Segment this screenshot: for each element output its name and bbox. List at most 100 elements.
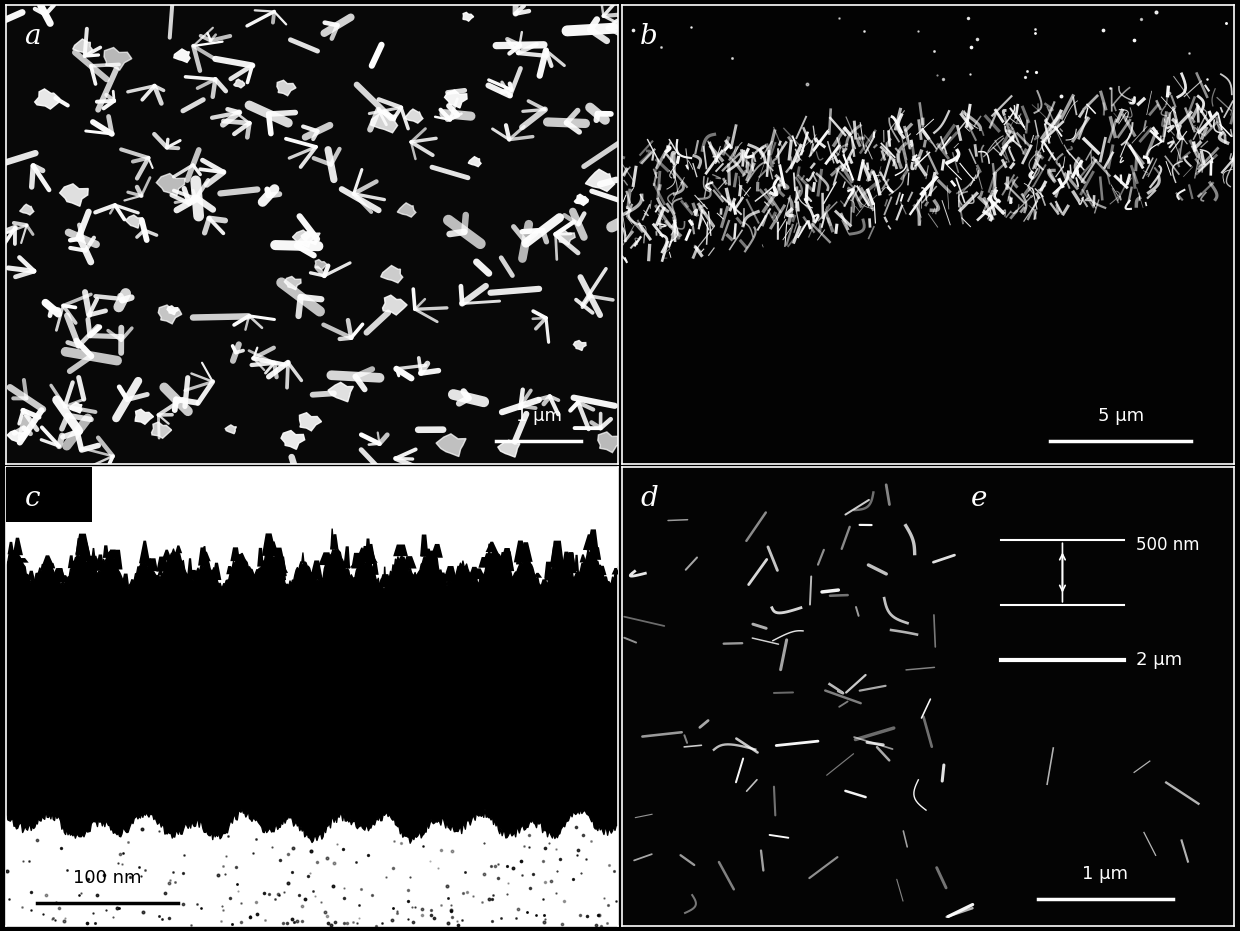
- Polygon shape: [439, 574, 449, 579]
- Text: 5 μm: 5 μm: [1097, 407, 1143, 425]
- Polygon shape: [16, 558, 29, 562]
- Polygon shape: [365, 538, 372, 561]
- Polygon shape: [279, 558, 286, 580]
- Polygon shape: [486, 542, 498, 552]
- Polygon shape: [533, 573, 542, 578]
- Polygon shape: [212, 567, 216, 573]
- Polygon shape: [299, 412, 321, 431]
- Polygon shape: [151, 422, 171, 439]
- Polygon shape: [568, 562, 577, 572]
- Polygon shape: [590, 547, 601, 560]
- Polygon shape: [554, 551, 560, 562]
- Polygon shape: [69, 402, 82, 412]
- Polygon shape: [198, 547, 206, 565]
- Polygon shape: [123, 577, 129, 587]
- Polygon shape: [51, 568, 66, 580]
- Text: c: c: [25, 485, 40, 512]
- Polygon shape: [443, 566, 458, 582]
- Polygon shape: [351, 553, 365, 569]
- Polygon shape: [157, 569, 164, 575]
- Polygon shape: [122, 573, 129, 587]
- Polygon shape: [330, 529, 335, 549]
- Polygon shape: [420, 548, 433, 556]
- Polygon shape: [79, 543, 92, 561]
- Polygon shape: [497, 440, 520, 457]
- Polygon shape: [585, 169, 615, 192]
- Polygon shape: [113, 549, 123, 570]
- Polygon shape: [273, 563, 288, 573]
- Polygon shape: [599, 566, 606, 575]
- Polygon shape: [469, 573, 477, 580]
- Polygon shape: [479, 557, 492, 568]
- Polygon shape: [20, 204, 33, 215]
- Polygon shape: [56, 575, 71, 583]
- Polygon shape: [174, 49, 190, 62]
- Polygon shape: [281, 430, 305, 450]
- Polygon shape: [440, 573, 446, 577]
- Polygon shape: [89, 559, 100, 571]
- Polygon shape: [498, 548, 513, 568]
- Polygon shape: [201, 551, 211, 561]
- Polygon shape: [343, 546, 350, 569]
- Polygon shape: [135, 410, 154, 425]
- Polygon shape: [150, 564, 154, 571]
- Polygon shape: [444, 90, 467, 108]
- Polygon shape: [167, 306, 179, 315]
- Polygon shape: [91, 548, 97, 569]
- Polygon shape: [549, 546, 559, 568]
- Polygon shape: [574, 195, 588, 206]
- Polygon shape: [212, 562, 222, 580]
- Text: 1 μm: 1 μm: [516, 407, 562, 425]
- Polygon shape: [583, 534, 598, 550]
- Polygon shape: [277, 80, 296, 96]
- Polygon shape: [356, 548, 368, 560]
- Polygon shape: [7, 542, 14, 554]
- Polygon shape: [103, 546, 109, 558]
- Polygon shape: [104, 47, 131, 70]
- Polygon shape: [556, 230, 575, 245]
- Polygon shape: [562, 552, 573, 566]
- Polygon shape: [233, 79, 244, 88]
- Text: d: d: [640, 485, 658, 512]
- Polygon shape: [60, 183, 88, 207]
- Text: 2 μm: 2 μm: [1136, 651, 1182, 668]
- Polygon shape: [516, 555, 522, 564]
- Polygon shape: [379, 574, 392, 585]
- Polygon shape: [27, 571, 35, 580]
- Polygon shape: [89, 565, 102, 571]
- Polygon shape: [7, 430, 24, 442]
- Polygon shape: [393, 545, 408, 556]
- Polygon shape: [587, 530, 599, 550]
- Polygon shape: [482, 553, 494, 564]
- Polygon shape: [487, 544, 491, 562]
- Text: 1 μm: 1 μm: [1083, 865, 1128, 883]
- Polygon shape: [614, 568, 618, 573]
- Text: e: e: [971, 485, 987, 512]
- Text: b: b: [640, 23, 658, 50]
- Polygon shape: [319, 552, 332, 565]
- Polygon shape: [371, 111, 398, 133]
- Polygon shape: [469, 567, 480, 576]
- Polygon shape: [563, 553, 577, 573]
- Polygon shape: [84, 560, 95, 567]
- Polygon shape: [383, 567, 387, 587]
- Polygon shape: [226, 566, 232, 574]
- Polygon shape: [573, 341, 587, 350]
- Polygon shape: [156, 557, 170, 572]
- Polygon shape: [463, 12, 474, 21]
- Polygon shape: [188, 570, 198, 578]
- Polygon shape: [301, 230, 320, 245]
- Polygon shape: [310, 560, 322, 580]
- Polygon shape: [284, 277, 301, 290]
- Polygon shape: [500, 552, 506, 562]
- Bar: [6, 466, 92, 522]
- Polygon shape: [144, 559, 153, 566]
- Polygon shape: [361, 547, 363, 560]
- Polygon shape: [584, 537, 598, 548]
- Polygon shape: [257, 547, 264, 567]
- Polygon shape: [397, 203, 415, 217]
- Polygon shape: [377, 578, 388, 587]
- Polygon shape: [95, 555, 104, 570]
- Polygon shape: [420, 534, 429, 557]
- Polygon shape: [502, 551, 515, 571]
